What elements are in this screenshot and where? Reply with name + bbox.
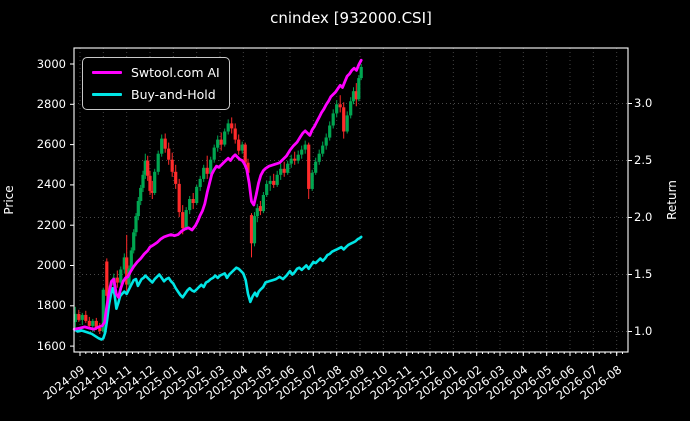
chart-title: cnindex [932000.CSI] — [270, 9, 432, 27]
strategy-line-swatch — [92, 71, 122, 74]
price-tick-label: 2400 — [36, 177, 66, 192]
return-tick-label: 3.0 — [634, 96, 653, 110]
benchmark-line-swatch — [92, 93, 122, 96]
candlestick-series — [73, 64, 363, 334]
price-tick-label: 2800 — [36, 96, 66, 111]
legend-label-benchmark: Buy-and-Hold — [131, 87, 216, 102]
legend-item-benchmark: Buy-and-Hold — [92, 87, 219, 102]
tick-marks — [70, 63, 632, 356]
return-tick-label: 1.0 — [634, 324, 653, 338]
return-tick-label: 1.5 — [634, 267, 653, 281]
price-axis-label: Price — [2, 185, 16, 215]
price-tick-label: 1800 — [36, 298, 66, 313]
strategy-line — [72, 58, 363, 331]
price-tick-label: 2200 — [36, 217, 66, 232]
price-tick-label: 2600 — [36, 137, 66, 152]
price-tick-label: 1600 — [36, 338, 66, 353]
legend: Swtool.com AI Buy-and-Hold — [82, 57, 230, 110]
benchmark-line — [72, 235, 363, 341]
return-tick-label: 2.0 — [634, 210, 653, 224]
price-tick-label: 3000 — [36, 56, 66, 71]
return-tick-label: 2.5 — [634, 153, 653, 167]
legend-label-strategy: Swtool.com AI — [131, 65, 220, 80]
price-tick-label: 2000 — [36, 258, 66, 272]
plot-spines — [73, 47, 629, 353]
legend-item-strategy: Swtool.com AI — [92, 65, 220, 80]
return-axis-label: Return — [665, 180, 679, 220]
